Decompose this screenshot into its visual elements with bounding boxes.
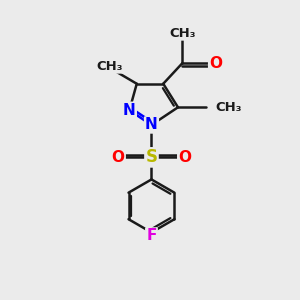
Text: N: N	[145, 118, 158, 133]
Text: O: O	[112, 150, 125, 165]
Text: CH₃: CH₃	[215, 101, 242, 114]
Text: O: O	[209, 56, 222, 70]
Text: F: F	[146, 229, 157, 244]
Text: S: S	[146, 148, 158, 166]
Text: CH₃: CH₃	[169, 27, 196, 40]
Text: O: O	[178, 150, 191, 165]
Text: CH₃: CH₃	[96, 60, 123, 73]
Text: N: N	[123, 103, 136, 118]
